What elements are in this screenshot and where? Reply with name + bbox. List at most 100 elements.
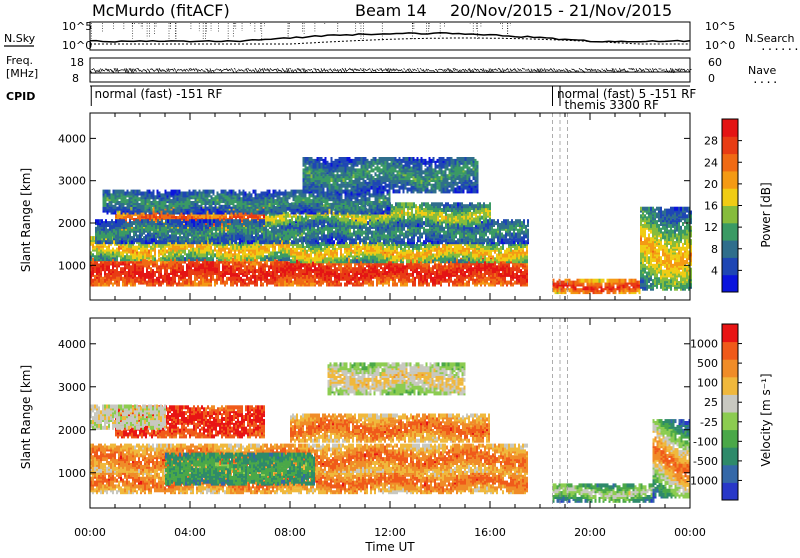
freq-sample [162,69,164,71]
power-cell [212,275,214,279]
freq-sample [497,70,499,71]
power-cell [158,279,160,283]
freq-sample [393,69,395,72]
power-cell [156,244,158,248]
freq-sample [138,68,140,71]
power-cell [372,244,374,248]
freq-sample [324,68,326,71]
freq-sample [450,69,452,71]
power-cell [488,246,490,250]
noise-tick-left-bottom: 10^0 [62,39,92,52]
freq-sample [284,70,286,72]
power-cell [512,250,514,254]
freq-sample [332,71,334,73]
power-cell [116,255,118,259]
power-cell [272,265,274,269]
power-cell [394,250,396,254]
freq-sample [513,69,515,70]
freq-sample [534,69,536,71]
freq-sample [618,71,620,72]
power-cell [420,242,422,246]
power-cell [162,263,164,267]
freq-sample [185,69,187,72]
power-cell [516,244,518,248]
power-cell [282,283,284,287]
power-cell [526,275,528,279]
power-cell [163,214,165,218]
power-cell [358,277,360,281]
freq-sample [189,69,191,71]
power-cell [316,267,318,271]
power-cell [212,250,214,254]
power-cell [92,269,94,273]
freq-sample [633,68,635,69]
power-cell [366,269,368,273]
freq-sample [420,68,422,69]
power-cell [352,277,354,281]
power-cell [148,271,150,275]
power-cell [242,279,244,283]
power-cell [386,265,388,269]
power-cell [150,246,152,250]
power-cell [96,248,98,252]
power-cell [294,248,296,252]
freq-sample [528,69,530,71]
power-cell [280,244,282,248]
freq-sample [549,69,551,70]
power-cell [480,269,482,273]
freq-sample [263,68,265,72]
power-cell [336,248,338,252]
freq-sample [422,70,424,71]
power-cell [178,275,180,279]
power-cell [316,252,318,256]
power-cell [380,246,382,250]
power-cell [322,265,324,269]
power-cell [240,277,242,281]
freq-sample [330,68,332,70]
freq-sample [152,68,154,70]
power-cell [234,244,236,248]
power-cell [118,246,120,250]
power-cell [214,253,216,257]
power-cell [300,244,302,248]
power-cell [298,252,300,256]
power-cell [244,251,246,255]
power-cell [220,271,222,275]
power-cell [404,271,406,275]
power-cell [408,265,410,269]
power-cell [228,277,230,281]
power-cell [126,271,128,275]
power-cell [524,252,526,256]
freq-sample [407,69,409,71]
freq-sample [638,70,640,71]
power-cell [416,242,418,246]
power-cell [386,281,388,285]
power-cell [114,262,116,266]
freq-sample [228,69,230,70]
freq-sample [632,68,634,70]
freq-sample [443,70,445,71]
power-cell [252,253,254,257]
freq-sample [572,69,574,70]
power-cell [120,251,122,255]
power-cell [324,259,326,263]
power-cell [130,283,132,287]
power-cell [206,251,208,255]
power-cell [278,255,280,259]
power-cell [436,252,438,256]
power-cell [410,273,412,277]
power-cell [208,279,210,283]
power-cell [368,269,370,273]
power-cell [148,283,150,287]
power-cell [374,257,376,261]
power-cell [484,246,486,250]
freq-sample [582,70,584,71]
power-cell [120,277,122,281]
power-cell [514,273,516,277]
power-cell [340,252,342,256]
power-cell [233,214,235,218]
power-cell [278,275,280,279]
freq-sample [99,69,101,73]
power-cell [248,281,250,285]
power-cell [108,248,110,252]
